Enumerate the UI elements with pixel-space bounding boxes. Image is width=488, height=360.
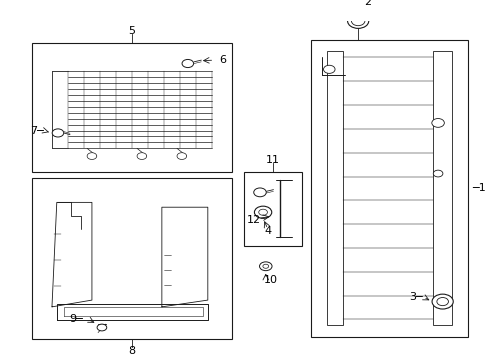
Text: 10: 10 — [263, 275, 277, 285]
Circle shape — [431, 294, 452, 309]
Bar — [326, 51, 342, 325]
Circle shape — [137, 153, 146, 159]
Text: 4: 4 — [264, 226, 271, 236]
Bar — [32, 178, 231, 339]
Bar — [32, 43, 231, 171]
Circle shape — [431, 118, 444, 127]
Circle shape — [253, 188, 265, 197]
Circle shape — [52, 129, 63, 137]
Circle shape — [97, 324, 106, 331]
Circle shape — [436, 297, 447, 306]
Circle shape — [254, 206, 271, 219]
Circle shape — [347, 13, 368, 28]
Bar — [310, 40, 467, 337]
Text: 11: 11 — [265, 155, 279, 165]
Text: 6: 6 — [219, 55, 225, 65]
Text: ─1: ─1 — [471, 184, 485, 193]
Circle shape — [259, 262, 271, 271]
Circle shape — [258, 209, 267, 215]
Bar — [244, 171, 301, 246]
Bar — [432, 51, 451, 325]
Circle shape — [87, 153, 97, 159]
Text: 2: 2 — [364, 0, 370, 7]
Text: 5: 5 — [128, 26, 135, 36]
Text: 7─: 7─ — [30, 126, 43, 136]
Circle shape — [182, 59, 193, 68]
Text: 3─: 3─ — [409, 292, 423, 302]
Circle shape — [263, 264, 268, 268]
Circle shape — [351, 16, 364, 26]
Text: 12: 12 — [246, 215, 261, 225]
Circle shape — [432, 170, 442, 177]
Text: 9─: 9─ — [69, 314, 82, 324]
Circle shape — [177, 153, 186, 159]
Circle shape — [323, 65, 334, 73]
Text: 8: 8 — [128, 346, 135, 356]
